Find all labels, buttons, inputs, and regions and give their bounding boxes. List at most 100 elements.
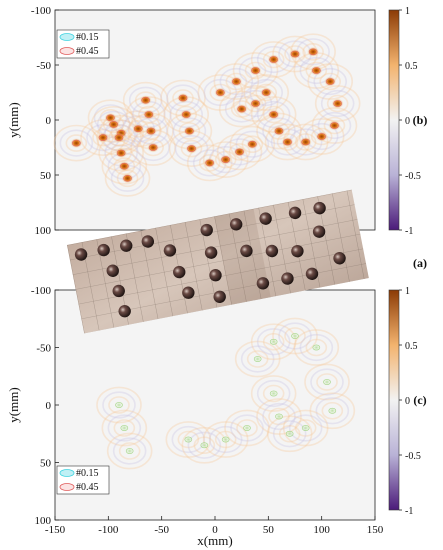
scatterer-point (119, 424, 129, 432)
contour-ring (187, 145, 196, 152)
ripple-ring (65, 134, 88, 152)
colorbar-tick-label: 1 (405, 286, 410, 297)
y-tick-label: -100 (31, 5, 52, 17)
x-tick-label: -150 (45, 524, 66, 536)
panel-c: -100 -50 0 50 100 -150 -100 -50 0 50 100 150 y(mm)… (6, 285, 427, 548)
legend-entry-2-b: #0.45 (76, 46, 99, 57)
y-tick-label: 100 (35, 515, 52, 527)
metal-ball (259, 212, 272, 225)
contour-ring (120, 162, 129, 170)
scatterer-point (285, 430, 295, 438)
contour-ring (184, 436, 193, 443)
ripple-ring (315, 397, 350, 425)
x-tick-label: 0 (212, 524, 218, 536)
ripple-ring (316, 373, 338, 391)
ripple-ring (284, 45, 306, 63)
ripple-ring (222, 138, 257, 166)
ripple-ring (236, 419, 258, 437)
contour-ring (98, 134, 108, 141)
metal-ball (291, 244, 304, 258)
ripple-pattern-c (96, 317, 356, 470)
contour-ring (237, 105, 246, 113)
x-axis-label-c: x(mm) (197, 533, 232, 548)
contour-ring (261, 89, 271, 96)
scatterer-point (301, 424, 311, 432)
contour-ring (144, 111, 154, 118)
ripple-ring (250, 375, 297, 412)
ripple-ring (272, 317, 318, 355)
scatterer-point (322, 378, 332, 386)
ripple-ring (266, 415, 313, 453)
ripple-ring (310, 368, 344, 396)
ripple-ring (311, 107, 358, 144)
y-tick-label: -50 (36, 343, 51, 355)
ripple-ring (186, 144, 233, 182)
ripple-ring (203, 78, 238, 107)
contour-ring (291, 333, 299, 339)
ripple-ring (101, 147, 148, 185)
contour-ring (120, 425, 129, 431)
colorbar-tick-label: -0.5 (405, 451, 421, 462)
metal-ball (106, 264, 119, 277)
photo-grid (67, 189, 369, 334)
ripple-ring (250, 41, 297, 78)
ripple-ring (294, 419, 317, 437)
ripple-pattern-b (53, 33, 361, 197)
contour-ring (235, 148, 244, 156)
y-ticks-b: -100 -50 0 50 100 (31, 5, 59, 237)
colorbar-b (388, 9, 400, 231)
ripple-ring (262, 332, 285, 351)
ripple-ring (225, 72, 248, 91)
panel-b: -100 -50 0 50 100 y(mm) #0.15 #0.45 1 0.5 0 -0.… (6, 5, 427, 237)
contour-ring (216, 89, 225, 96)
colorbar-tick-label: 0.5 (405, 341, 418, 352)
ripple-ring (326, 94, 349, 113)
colorbar-tick-label: -0.5 (405, 171, 421, 182)
contour-ring (312, 344, 321, 351)
contour-ring (221, 436, 230, 443)
colorbar-tick-label: 1 (405, 6, 410, 17)
ripple-ring (304, 122, 339, 151)
ripple-ring (272, 420, 307, 448)
ripple-ring (178, 122, 201, 140)
ripple-ring (209, 83, 232, 102)
ripple-ring (214, 150, 237, 169)
ripple-ring (113, 419, 136, 437)
colorbar-tick-label: 0 (405, 116, 410, 127)
metal-ball (97, 243, 110, 257)
ripple-ring (256, 45, 291, 74)
ripple-ring (138, 105, 160, 124)
contour-ring (269, 338, 278, 345)
ripple-ring (288, 414, 323, 442)
ripple-ring (249, 78, 284, 107)
scatterer-point (199, 441, 209, 449)
ripple-ring (313, 67, 348, 96)
ripple-ring (102, 391, 136, 419)
contour-ring (269, 56, 278, 63)
ripple-ring (172, 89, 194, 107)
scatterer-point (183, 436, 193, 443)
ripple-ring (228, 143, 251, 161)
y-tick-label: 0 (46, 115, 52, 127)
photo-a (67, 189, 369, 334)
ripple-ring (93, 104, 128, 132)
ripple-ring (177, 430, 200, 449)
contour-ring (115, 402, 123, 408)
ripple-ring (110, 144, 132, 162)
ripple-ring (104, 159, 151, 197)
legend-swatch-cyan-c (59, 469, 75, 477)
ripple-ring (256, 398, 302, 435)
contour-ring (269, 390, 278, 397)
y-axis-label-b: y(mm) (6, 102, 21, 137)
contour-ring (301, 138, 310, 146)
ripple-ring (238, 56, 273, 85)
ripple-ring (142, 138, 164, 157)
legend-swatch-red-b (59, 47, 75, 55)
legend-entry-2-c: #0.45 (76, 482, 99, 493)
colorbar-tick-label: -1 (405, 226, 413, 237)
metal-ball (204, 246, 218, 259)
ripple-ring (250, 323, 297, 361)
contour-ring (312, 67, 321, 74)
ripple-ring (175, 105, 197, 124)
ripple-ring (299, 56, 334, 85)
